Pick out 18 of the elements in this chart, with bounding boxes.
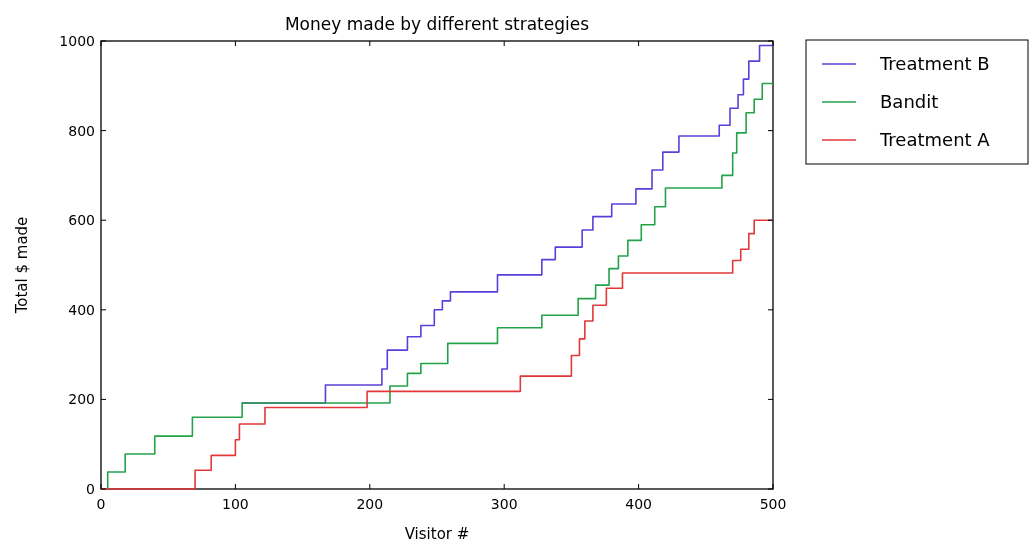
x-tick-label: 0: [96, 496, 106, 512]
x-tick-label: 500: [759, 496, 787, 512]
legend-label: Treatment B: [879, 53, 990, 74]
x-tick-label: 300: [490, 496, 518, 512]
chart-title: Money made by different strategies: [284, 14, 590, 34]
legend-label: Treatment A: [879, 129, 991, 150]
y-tick-label: 600: [68, 212, 95, 229]
y-tick-label: 800: [68, 122, 95, 139]
x-tick-label: 100: [222, 496, 249, 512]
y-tick-label: 0: [86, 481, 95, 497]
y-tick-label: 200: [68, 391, 95, 408]
x-axis-title: Visitor #: [404, 525, 470, 543]
y-tick-label: 400: [68, 301, 95, 318]
x-tick-label: 200: [356, 496, 384, 512]
y-axis-title: Total $ made: [13, 216, 31, 315]
legend-label: Bandit: [880, 91, 939, 112]
x-tick-label: 400: [625, 496, 652, 512]
y-tick-label: 1000: [59, 33, 95, 49]
